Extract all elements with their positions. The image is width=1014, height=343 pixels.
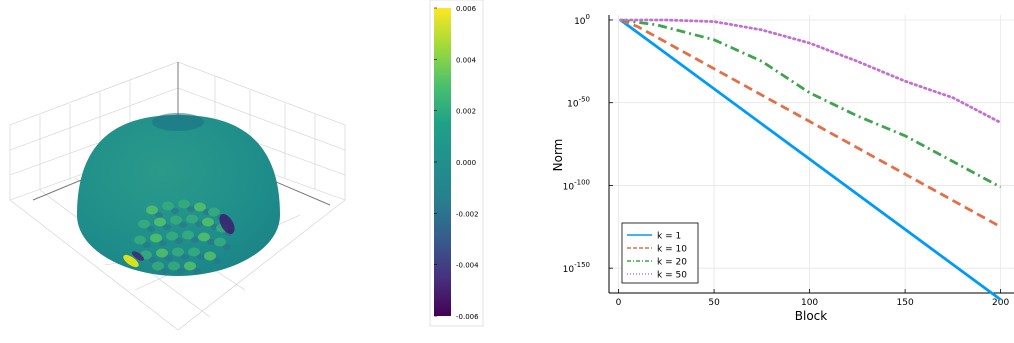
surface-minimum (132, 251, 144, 261)
surface-ripple (202, 217, 214, 227)
surface-ripple (175, 238, 183, 244)
colorbar-frame (429, 0, 484, 327)
x-ticks: 0 50 100 150 200 (616, 289, 1009, 308)
y-tick-label: 10-100 (563, 178, 590, 192)
series-lines (619, 18, 1002, 301)
colorbar: 0.006 0.004 0.002 0.000 -0.002 -0.004 -0.006 (429, 0, 484, 327)
surface-ripple (170, 215, 182, 225)
colorbar-tick-label: 0.004 (456, 56, 477, 64)
x-tick-label: 50 (708, 298, 720, 308)
surface-ripple (188, 247, 200, 257)
surface-ripple (177, 268, 185, 274)
surface-ripple (138, 219, 150, 229)
surface-ripple (168, 261, 180, 271)
y-tick-label: 10-50 (567, 96, 590, 110)
surface-ripple (159, 240, 167, 246)
legend: k = 1 k = 10 k = 20 k = 50 (621, 222, 699, 284)
surface-ripple (184, 261, 196, 271)
surface-ripple (154, 217, 166, 227)
surface-ripple (163, 224, 171, 230)
legend-label: k = 20 (657, 258, 687, 268)
legend-label: k = 50 (657, 271, 687, 281)
series-line-k50 (619, 18, 1002, 124)
x-tick-label: 0 (616, 298, 622, 308)
x-axis-label: Block (795, 309, 828, 323)
surface-ripple (150, 233, 162, 243)
surface-ripple (208, 207, 220, 217)
surface-ripple (197, 254, 205, 260)
surface-ripple (162, 201, 174, 211)
surface-ripple (143, 242, 151, 248)
surface-plot (9, 61, 346, 331)
surface-ripple (156, 248, 168, 258)
surface-ripple (147, 226, 155, 232)
colorbar-tick-label: -0.006 (456, 313, 479, 321)
surface-ripple (172, 247, 184, 257)
colorbar-tick-label: -0.004 (456, 262, 479, 270)
surface-ripple (181, 254, 189, 260)
oscillation-pattern (123, 199, 235, 274)
surface-ripple (182, 230, 194, 240)
surface-ripple (191, 237, 199, 243)
hemisphere-surface (77, 113, 280, 276)
series-line-k1 (619, 18, 1002, 301)
surface-ripple (223, 244, 231, 250)
surface-ripple (178, 199, 190, 209)
surface-ripple (187, 206, 195, 212)
dome-cap (152, 113, 204, 131)
x-tick-label: 100 (801, 298, 818, 308)
surface-ripple (213, 258, 221, 264)
y-ticks: 100 10-50 10-100 10-150 (563, 13, 613, 275)
y-axis-label: Norm (551, 139, 565, 172)
surface-ripple (146, 205, 158, 215)
surface-ripple (198, 232, 210, 242)
surface-ripple (195, 221, 203, 227)
surface-ripple (186, 214, 198, 224)
x-tick-label: 200 (992, 298, 1009, 308)
legend-box (621, 222, 699, 284)
surface-ripple (149, 257, 157, 263)
surface-ripple (194, 202, 206, 212)
y-tick-label: 10-150 (563, 261, 590, 275)
surface-ripple (166, 231, 178, 241)
surface-ripple (161, 268, 169, 274)
series-line-k10 (619, 18, 1002, 229)
surface-ripple (207, 239, 215, 245)
series-line-k20 (620, 18, 1002, 189)
legend-label: k = 10 (657, 245, 687, 255)
surface-ripple (214, 237, 226, 247)
x-tick-label: 150 (897, 298, 914, 308)
surface-ripple (204, 251, 216, 261)
surface-ripple (134, 235, 146, 245)
surface-ripple (155, 212, 163, 218)
colorbar-gradient (434, 8, 451, 316)
surface-ripple (152, 261, 164, 271)
colorbar-tick-label: 0.000 (456, 159, 476, 167)
colorbar-tick-label: 0.002 (456, 108, 476, 116)
colorbar-tick-label: 0.006 (456, 5, 477, 13)
surface-ripple (193, 268, 201, 274)
surface-minimum (219, 214, 235, 234)
surface-ripple (165, 255, 173, 261)
y-tick-label: 100 (574, 13, 590, 27)
colorbar-ticks: 0.006 0.004 0.002 0.000 -0.002 -0.004 -0.006 (434, 5, 479, 321)
colorbar-tick-label: -0.002 (456, 210, 479, 218)
surface-ripple (171, 208, 179, 214)
legend-label: k = 1 (657, 232, 681, 242)
surface-maximum (123, 254, 139, 268)
surface-ripple (179, 222, 187, 228)
